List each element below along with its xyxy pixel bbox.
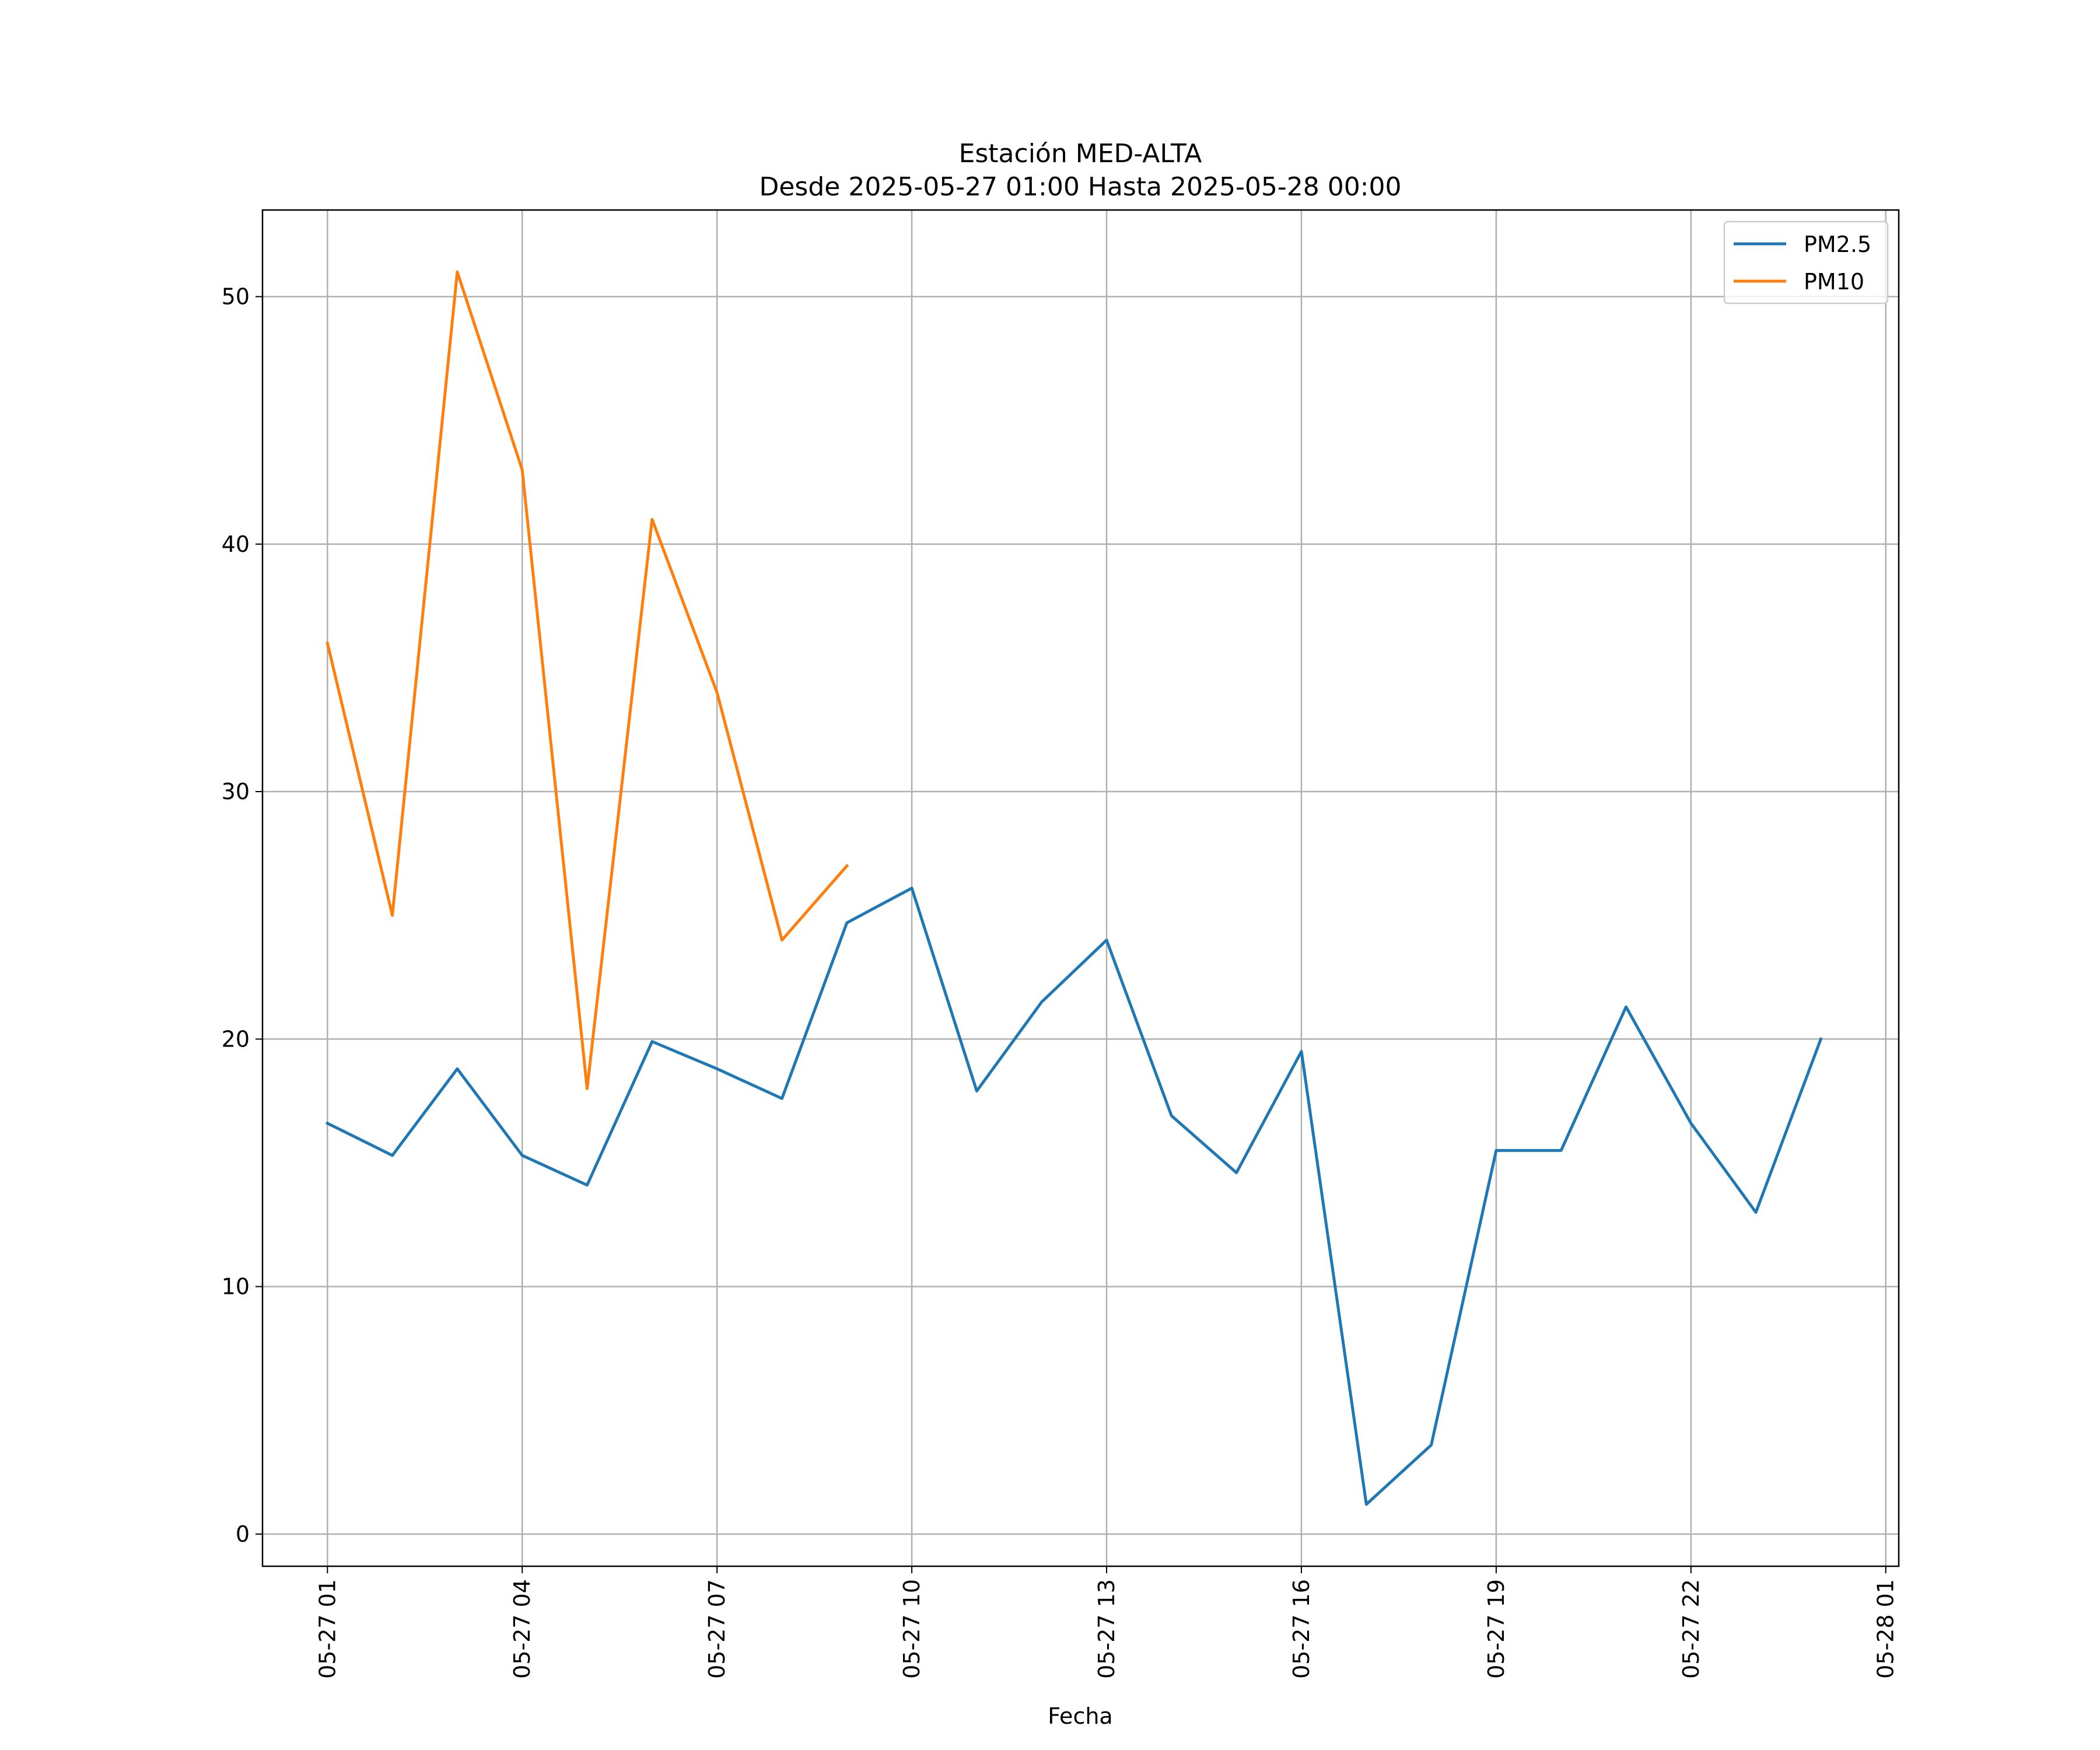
legend: PM2.5 PM10 bbox=[1723, 220, 1889, 304]
legend-box bbox=[1723, 220, 1889, 304]
x-tick-label: 05-27 10 bbox=[899, 1579, 925, 1679]
y-tick-label: 20 bbox=[222, 1026, 250, 1052]
chart-title: Estación MED-ALTA bbox=[959, 139, 1202, 169]
chart-subtitle: Desde 2025-05-27 01:00 Hasta 2025-05-28 … bbox=[759, 172, 1401, 202]
x-tick-label: 05-27 07 bbox=[704, 1579, 730, 1679]
x-tick-label: 05-27 19 bbox=[1483, 1579, 1509, 1679]
x-tick-label: 05-27 04 bbox=[509, 1579, 535, 1679]
y-tick-label: 30 bbox=[222, 779, 250, 804]
series bbox=[325, 270, 1823, 1506]
x-tick-label: 05-27 22 bbox=[1678, 1579, 1704, 1679]
x-axis-label: Fecha bbox=[1048, 1703, 1112, 1729]
x-tick-label: 05-28 01 bbox=[1873, 1579, 1899, 1679]
ticks: 0 10 20 30 40 50 05-27 01 05-27 04 05-27 07 05-27… bbox=[222, 284, 1899, 1678]
legend-label-pm10: PM10 bbox=[1804, 269, 1864, 295]
plot-frame bbox=[261, 209, 1900, 1567]
x-tick-label: 05-27 01 bbox=[314, 1579, 340, 1679]
x-tick-label: 05-27 16 bbox=[1289, 1579, 1314, 1679]
y-tick-label: 10 bbox=[222, 1274, 250, 1300]
y-tick-label: 50 bbox=[222, 284, 250, 309]
y-tick-label: 0 bbox=[236, 1521, 250, 1547]
series-line-pm10 bbox=[326, 270, 849, 1090]
x-tick-label: 05-27 13 bbox=[1094, 1579, 1119, 1679]
legend-label-pm25: PM2.5 bbox=[1804, 232, 1871, 257]
y-tick-label: 40 bbox=[222, 531, 250, 557]
series-line-pm25 bbox=[325, 887, 1823, 1506]
